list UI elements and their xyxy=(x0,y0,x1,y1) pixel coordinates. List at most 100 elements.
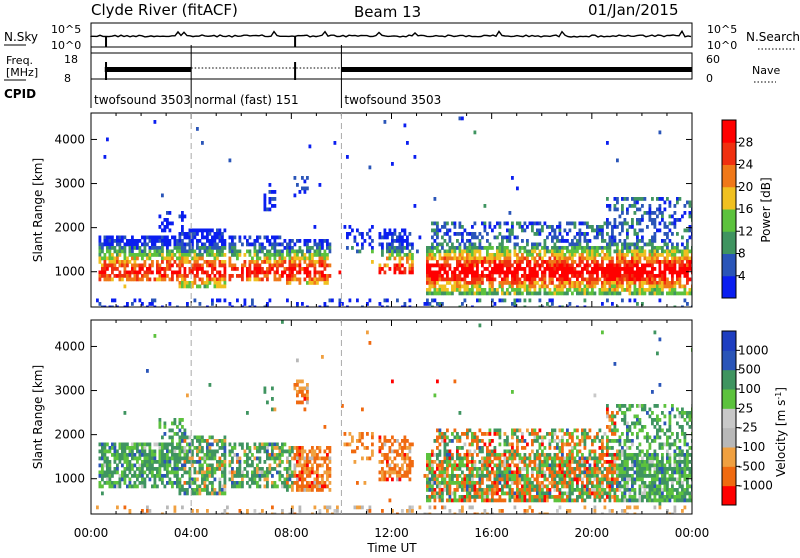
heat-cell xyxy=(289,485,292,489)
heat-cell xyxy=(559,474,562,478)
heat-cell xyxy=(206,488,209,492)
heat-cell xyxy=(436,288,439,292)
heat-cell xyxy=(126,271,129,275)
heat-cell xyxy=(689,201,692,205)
heat-cell xyxy=(306,397,309,401)
heat-cell xyxy=(409,257,412,261)
heat-cell xyxy=(536,232,539,236)
heat-cell xyxy=(134,299,137,303)
heat-cell xyxy=(551,495,554,499)
heat-cell xyxy=(674,292,677,296)
heat-cell xyxy=(406,260,409,264)
heat-cell xyxy=(634,250,637,254)
heat-cell xyxy=(649,271,652,275)
heat-cell xyxy=(306,243,309,247)
heat-cell xyxy=(559,506,562,510)
heat-cell xyxy=(196,243,199,247)
heat-cell xyxy=(204,243,207,247)
heat-cell xyxy=(554,429,557,433)
heat-cell xyxy=(259,446,262,450)
heat-cell xyxy=(574,267,577,271)
heat-cell xyxy=(264,236,267,240)
heat-cell xyxy=(101,471,104,475)
heat-cell xyxy=(171,485,174,489)
heat-cell xyxy=(146,474,149,478)
heat-cell xyxy=(479,460,482,464)
heat-cell xyxy=(179,457,182,461)
heat-cell xyxy=(369,243,372,247)
heat-cell xyxy=(251,243,254,247)
heat-cell xyxy=(171,222,174,226)
heat-cell xyxy=(521,292,524,296)
heat-cell xyxy=(676,232,679,236)
heat-cell xyxy=(476,292,479,296)
heat-cell xyxy=(679,218,682,222)
heat-cell xyxy=(439,453,442,457)
heat-cell xyxy=(494,457,497,461)
heat-cell xyxy=(279,243,282,247)
heat-cell xyxy=(449,253,452,257)
heat-cell xyxy=(324,260,327,264)
heat-cell xyxy=(239,250,242,254)
heat-cell xyxy=(436,243,439,247)
heat-cell xyxy=(469,260,472,264)
noise-left-tick-low: 10^0 xyxy=(51,39,81,52)
heat-cell xyxy=(611,292,614,296)
heat-cell xyxy=(329,506,332,510)
heat-cell xyxy=(474,285,477,289)
heat-cell xyxy=(141,460,144,464)
heat-cell xyxy=(521,492,524,496)
heat-cell xyxy=(434,439,437,443)
heat-cell xyxy=(171,446,174,450)
heat-cell xyxy=(451,243,454,247)
heat-cell xyxy=(396,453,399,457)
heat-cell xyxy=(551,281,554,285)
heat-cell xyxy=(249,267,252,271)
heat-cell xyxy=(666,260,669,264)
heat-cell xyxy=(309,264,312,268)
heat-cell xyxy=(436,380,439,384)
heat-cell xyxy=(499,488,502,492)
heat-cell xyxy=(209,450,212,454)
heat-cell xyxy=(556,443,559,447)
heat-cell xyxy=(426,288,429,292)
heat-cell xyxy=(561,253,564,257)
heat-cell xyxy=(656,246,659,250)
heat-cell xyxy=(571,488,574,492)
heat-cell xyxy=(281,260,284,264)
heat-cell xyxy=(516,478,519,482)
heat-cell xyxy=(409,464,412,468)
heat-cell xyxy=(611,288,614,292)
heat-cell xyxy=(114,264,117,268)
heat-cell xyxy=(426,457,429,461)
heat-cell xyxy=(626,208,629,212)
heat-cell xyxy=(264,460,267,464)
heat-cell xyxy=(571,499,574,503)
heat-cell xyxy=(219,264,222,268)
heat-cell xyxy=(164,278,167,282)
heat-cell xyxy=(684,299,687,303)
heat-cell xyxy=(524,457,527,461)
heat-cell xyxy=(149,471,152,475)
heat-cell xyxy=(184,250,187,254)
heat-cell xyxy=(471,471,474,475)
heat-cell xyxy=(524,488,527,492)
heat-cell xyxy=(111,453,114,457)
heat-cell xyxy=(106,250,109,254)
heat-cell xyxy=(651,253,654,257)
heat-cell xyxy=(429,285,432,289)
heat-cell xyxy=(111,474,114,478)
heat-cell xyxy=(616,225,619,229)
heat-cell xyxy=(609,292,612,296)
freq-band xyxy=(105,67,191,72)
heat-cell xyxy=(254,471,257,475)
heat-cell xyxy=(506,492,509,496)
heat-cell xyxy=(561,236,564,240)
heat-cell xyxy=(241,267,244,271)
heat-cell xyxy=(521,260,524,264)
heat-cell xyxy=(201,436,204,440)
heat-cell xyxy=(266,260,269,264)
heat-cell xyxy=(579,292,582,296)
heat-cell xyxy=(211,253,214,257)
heat-cell xyxy=(209,443,212,447)
